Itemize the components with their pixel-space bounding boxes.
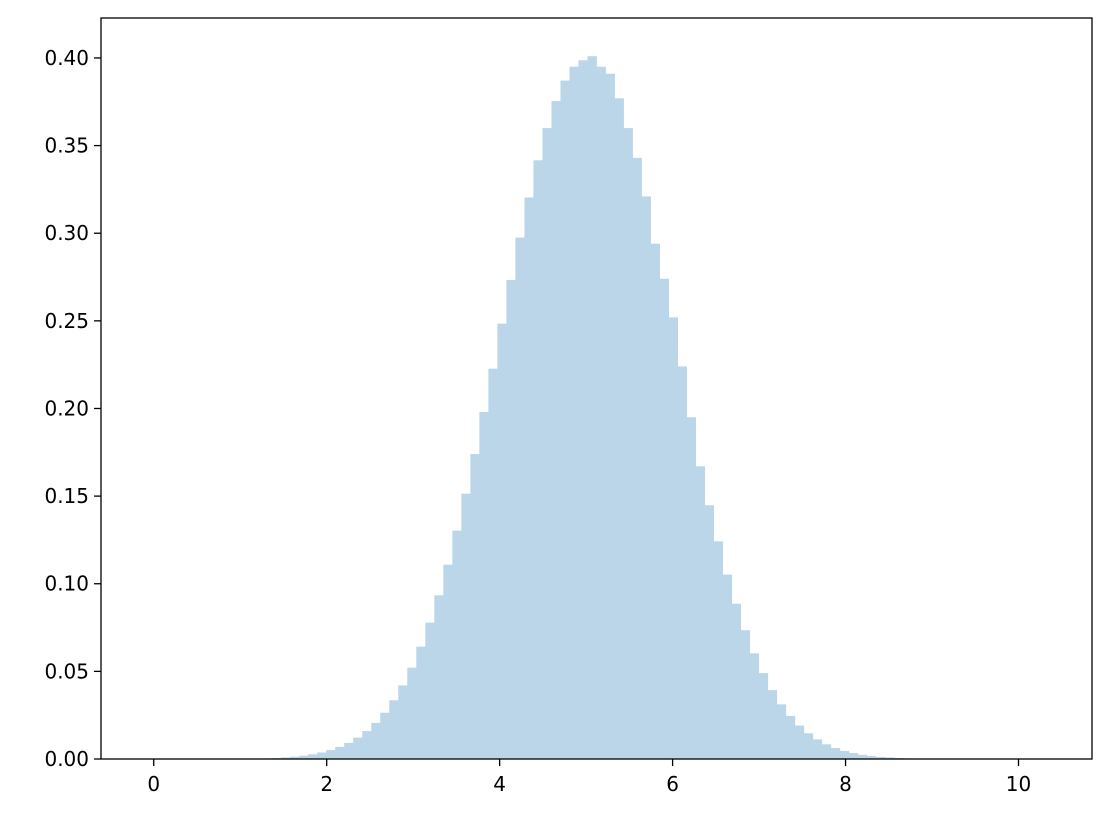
plot-frame bbox=[100, 17, 1093, 760]
y-tick-label: 0.20 bbox=[44, 396, 89, 420]
histogram-bar bbox=[371, 722, 381, 759]
histogram-bar bbox=[839, 750, 850, 759]
histogram-bar bbox=[785, 715, 796, 759]
y-axis: 0.00 0.05 0.10 0.15 0.20 0.25 0.30 0.35 0.40 bbox=[44, 46, 101, 771]
histogram-bar bbox=[317, 752, 327, 759]
histogram-bar bbox=[551, 101, 561, 760]
histogram-bar bbox=[641, 196, 651, 759]
histogram-bar bbox=[866, 756, 877, 759]
histogram-bar bbox=[650, 243, 660, 759]
histogram-bar bbox=[821, 744, 832, 759]
histogram-bar bbox=[335, 746, 345, 759]
histogram-bar bbox=[857, 754, 868, 759]
histogram-bar bbox=[425, 622, 435, 759]
histogram-bar bbox=[416, 646, 426, 759]
histogram-bar bbox=[542, 128, 552, 760]
y-tick-label: 0.35 bbox=[44, 134, 89, 158]
histogram-bar bbox=[434, 595, 444, 759]
bars-group bbox=[236, 56, 940, 760]
histogram-bar bbox=[830, 747, 841, 759]
histogram-bar bbox=[497, 323, 507, 759]
histogram-bar bbox=[506, 280, 516, 759]
histogram-bar bbox=[794, 725, 805, 759]
histogram-bar bbox=[677, 366, 688, 759]
histogram-bar bbox=[686, 417, 697, 759]
histogram-bar bbox=[290, 756, 300, 759]
histogram-bar bbox=[578, 60, 588, 760]
y-tick-label: 0.40 bbox=[44, 46, 89, 70]
histogram-bar bbox=[560, 80, 570, 760]
histogram-bar bbox=[380, 712, 390, 759]
histogram-bar bbox=[623, 128, 633, 760]
x-tick-label: 4 bbox=[493, 772, 506, 796]
x-tick-label: 8 bbox=[839, 772, 852, 796]
histogram-bar bbox=[461, 493, 471, 759]
histogram-bar bbox=[695, 466, 706, 759]
histogram-bar bbox=[443, 564, 453, 759]
y-tick-label: 0.05 bbox=[44, 659, 89, 683]
histogram-bar bbox=[659, 278, 669, 759]
histogram-bar bbox=[749, 653, 760, 759]
histogram-bar bbox=[398, 685, 408, 759]
histogram-bar bbox=[308, 754, 318, 759]
y-tick-label: 0.10 bbox=[44, 572, 89, 596]
x-tick-label: 10 bbox=[1006, 772, 1031, 796]
x-axis: 0 2 4 6 8 10 bbox=[147, 759, 1031, 796]
histogram-bar bbox=[281, 757, 291, 759]
y-tick-label: 0.25 bbox=[44, 309, 89, 333]
histogram-bar bbox=[614, 98, 624, 759]
histogram-bar bbox=[713, 541, 724, 759]
histogram-bar bbox=[884, 757, 895, 759]
histogram-bar bbox=[605, 73, 615, 760]
histogram-bar bbox=[407, 667, 417, 759]
histogram-bar bbox=[452, 530, 462, 759]
histogram-bar bbox=[569, 66, 579, 759]
histogram-bar bbox=[299, 755, 309, 759]
histogram-bar bbox=[596, 66, 606, 759]
histogram-bar bbox=[668, 317, 678, 759]
histogram-bar bbox=[758, 673, 769, 759]
histogram-bar bbox=[470, 454, 480, 759]
histogram-bar bbox=[515, 237, 525, 759]
histogram-bar bbox=[632, 157, 642, 760]
histogram-bar bbox=[731, 603, 742, 759]
histogram-bar bbox=[704, 505, 715, 759]
histogram-bar bbox=[587, 56, 597, 759]
histogram-bar bbox=[524, 197, 534, 759]
histogram-bar bbox=[479, 411, 489, 759]
histogram-bar bbox=[875, 756, 886, 759]
histogram-bar bbox=[344, 742, 354, 759]
histogram-bar bbox=[389, 700, 399, 759]
histogram-bar bbox=[803, 733, 814, 759]
histogram-bar bbox=[326, 750, 336, 759]
histogram-bar bbox=[488, 368, 498, 759]
histogram-bar bbox=[776, 704, 787, 759]
histogram-bar bbox=[767, 690, 778, 759]
histogram-bar bbox=[848, 753, 859, 759]
x-tick-label: 2 bbox=[320, 772, 333, 796]
histogram-bar bbox=[533, 160, 543, 759]
histogram-bar bbox=[740, 630, 751, 759]
histogram-bar bbox=[812, 739, 823, 759]
histogram-bar bbox=[353, 737, 363, 759]
y-tick-label: 0.30 bbox=[44, 221, 89, 245]
histogram-bar bbox=[362, 731, 372, 759]
x-tick-label: 6 bbox=[666, 772, 679, 796]
x-tick-label: 0 bbox=[147, 772, 160, 796]
histogram-bar bbox=[722, 574, 733, 759]
y-tick-label: 0.15 bbox=[44, 484, 89, 508]
y-tick-label: 0.00 bbox=[44, 747, 89, 771]
